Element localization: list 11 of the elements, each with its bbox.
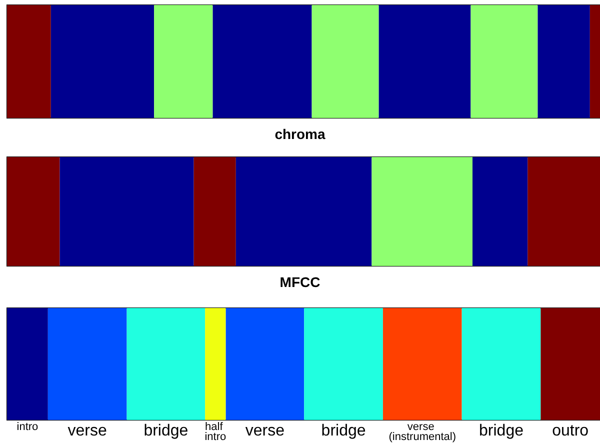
series-label: bridge bbox=[479, 422, 524, 440]
x-axis-title: MFCC bbox=[280, 274, 320, 290]
series-label: bridge bbox=[144, 422, 188, 440]
series-label: intro bbox=[16, 421, 38, 433]
series-label: verse bbox=[245, 422, 285, 440]
series-label: verse (instrumental) bbox=[388, 421, 456, 443]
series-label: outro bbox=[552, 422, 589, 440]
series-label: bridge bbox=[321, 422, 366, 440]
series-label: verse bbox=[68, 422, 108, 440]
series-label: half intro bbox=[204, 421, 226, 443]
x-axis-title: chroma bbox=[274, 126, 326, 142]
